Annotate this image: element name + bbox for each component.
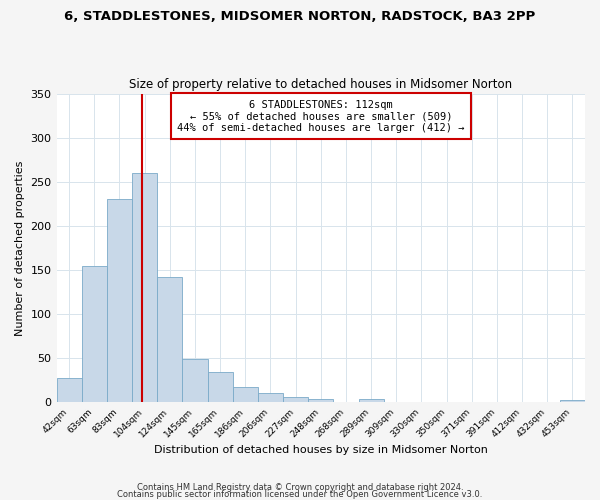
Bar <box>157 277 182 402</box>
Bar <box>233 386 258 402</box>
Bar <box>560 400 585 402</box>
Text: Contains public sector information licensed under the Open Government Licence v3: Contains public sector information licen… <box>118 490 482 499</box>
Bar <box>56 378 82 402</box>
Bar <box>132 173 157 402</box>
X-axis label: Distribution of detached houses by size in Midsomer Norton: Distribution of detached houses by size … <box>154 445 488 455</box>
Bar <box>208 372 233 402</box>
Bar <box>82 266 107 402</box>
Bar <box>308 399 334 402</box>
Bar <box>283 397 308 402</box>
Text: 6 STADDLESTONES: 112sqm
← 55% of detached houses are smaller (509)
44% of semi-d: 6 STADDLESTONES: 112sqm ← 55% of detache… <box>177 100 464 133</box>
Bar <box>182 359 208 403</box>
Bar <box>359 399 383 402</box>
Text: Contains HM Land Registry data © Crown copyright and database right 2024.: Contains HM Land Registry data © Crown c… <box>137 484 463 492</box>
Y-axis label: Number of detached properties: Number of detached properties <box>15 160 25 336</box>
Bar <box>107 198 132 402</box>
Title: Size of property relative to detached houses in Midsomer Norton: Size of property relative to detached ho… <box>129 78 512 91</box>
Bar <box>258 393 283 402</box>
Text: 6, STADDLESTONES, MIDSOMER NORTON, RADSTOCK, BA3 2PP: 6, STADDLESTONES, MIDSOMER NORTON, RADST… <box>64 10 536 23</box>
